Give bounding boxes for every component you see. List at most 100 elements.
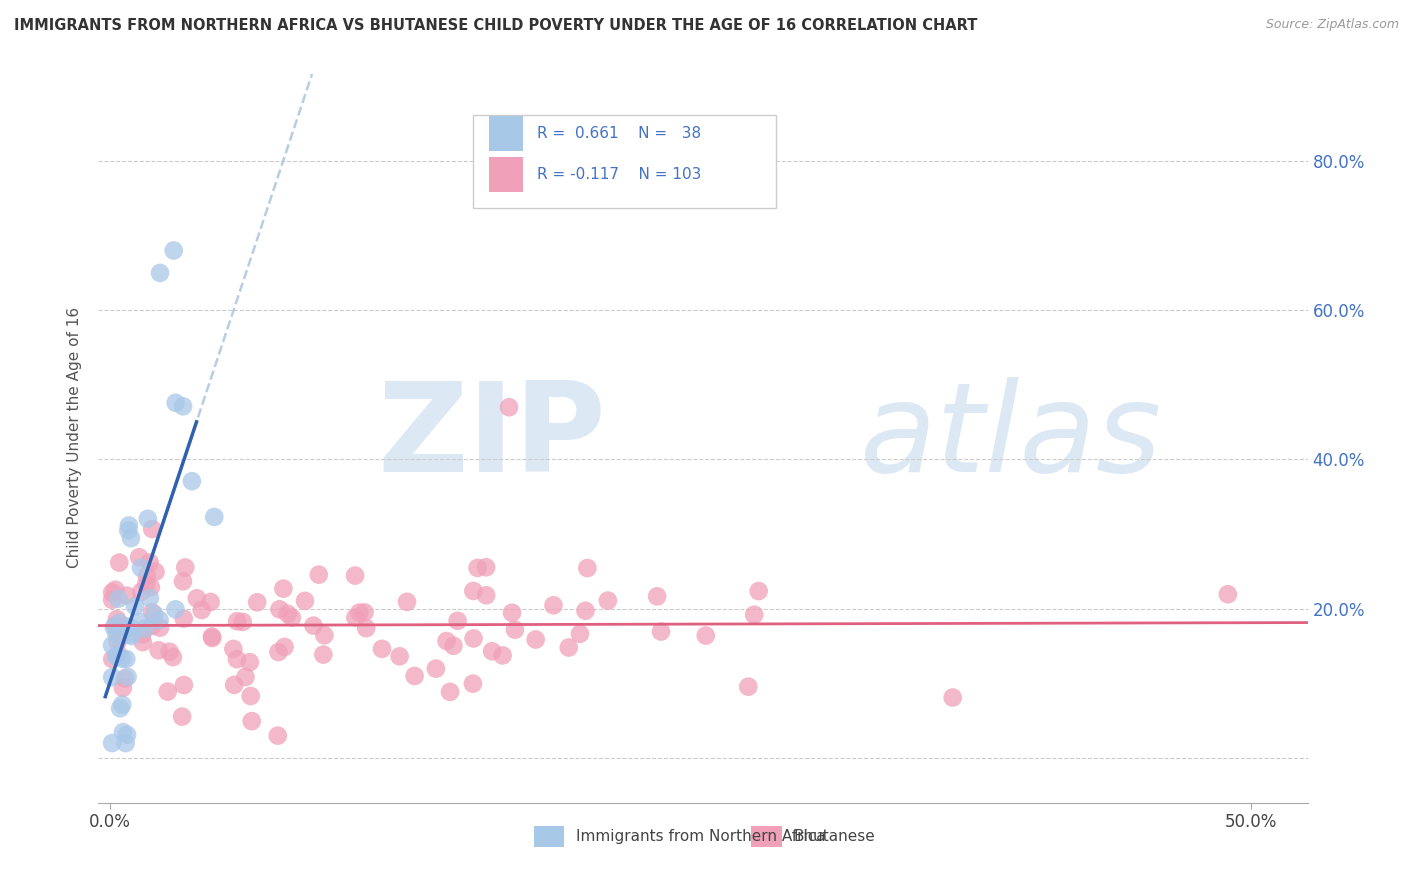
Point [576,561,599,575]
Text: atlas: atlas [860,376,1163,498]
Point [173,611,195,625]
Point [524,632,547,647]
Point [269,602,291,616]
Point [101,592,124,607]
Point [574,604,596,618]
Point [132,635,155,649]
Point [645,590,668,604]
Point [138,556,160,570]
Point [129,615,152,629]
Point [344,610,367,624]
Point [135,577,157,591]
Point [543,599,565,613]
Point [174,560,197,574]
Point [439,685,461,699]
Point [650,624,672,639]
Point [149,266,172,280]
Point [120,531,142,545]
Bar [489,156,523,192]
Point [149,613,172,627]
Point [118,518,141,533]
Point [159,645,181,659]
Point [141,522,163,536]
Point [224,678,246,692]
Point [201,630,224,644]
Point [344,568,367,582]
Point [101,736,124,750]
Point [141,605,163,619]
Point [111,681,134,695]
Point [134,621,156,635]
Point [475,560,498,574]
Point [281,610,304,624]
Point [463,584,485,599]
Point [111,725,134,739]
Point [101,670,124,684]
Text: R = -0.117    N = 103: R = -0.117 N = 103 [537,167,702,182]
Bar [751,826,782,847]
Point [110,629,132,643]
Point [463,632,485,646]
Point [131,627,153,641]
Point [115,728,138,742]
Point [354,621,377,635]
Point [101,652,124,666]
Point [107,634,129,648]
Point [103,620,125,634]
Point [117,670,139,684]
Point [294,594,316,608]
FancyBboxPatch shape [474,115,776,208]
Point [312,648,335,662]
Point [111,651,134,665]
Point [404,669,426,683]
Point [441,639,464,653]
Point [225,652,247,666]
Point [165,396,187,410]
Point [273,582,295,596]
Text: Bhutanese: Bhutanese [794,829,876,844]
Bar [489,116,523,152]
Point [118,627,141,641]
Point [371,641,394,656]
Point [467,561,489,575]
Point [201,631,224,645]
Point [425,662,447,676]
Point [101,585,124,599]
Point [596,593,619,607]
Point [172,709,194,723]
Point [267,645,290,659]
Point [302,618,325,632]
Point [107,591,129,606]
Point [222,641,245,656]
Point [172,574,194,589]
Point [173,678,195,692]
Bar [534,826,564,847]
Point [395,595,418,609]
Point [498,401,520,415]
Point [105,628,128,642]
Point [107,647,129,661]
Point [108,701,131,715]
Point [1216,587,1239,601]
Point [105,612,128,626]
Point [180,474,202,488]
Point [695,629,717,643]
Text: IMMIGRANTS FROM NORTHERN AFRICA VS BHUTANESE CHILD POVERTY UNDER THE AGE OF 16 C: IMMIGRANTS FROM NORTHERN AFRICA VS BHUTA… [14,18,977,33]
Point [139,591,162,606]
Point [136,512,159,526]
Point [942,690,965,705]
Text: R =  0.661    N =   38: R = 0.661 N = 38 [537,127,702,141]
Point [135,569,157,583]
Point [240,714,263,728]
Point [232,615,254,629]
Point [273,640,295,654]
Point [277,607,299,621]
Point [129,585,152,599]
Point [226,614,249,628]
Point [235,670,257,684]
Point [114,672,136,686]
Point [742,607,765,622]
Point [149,621,172,635]
Point [124,599,146,614]
Point [246,595,269,609]
